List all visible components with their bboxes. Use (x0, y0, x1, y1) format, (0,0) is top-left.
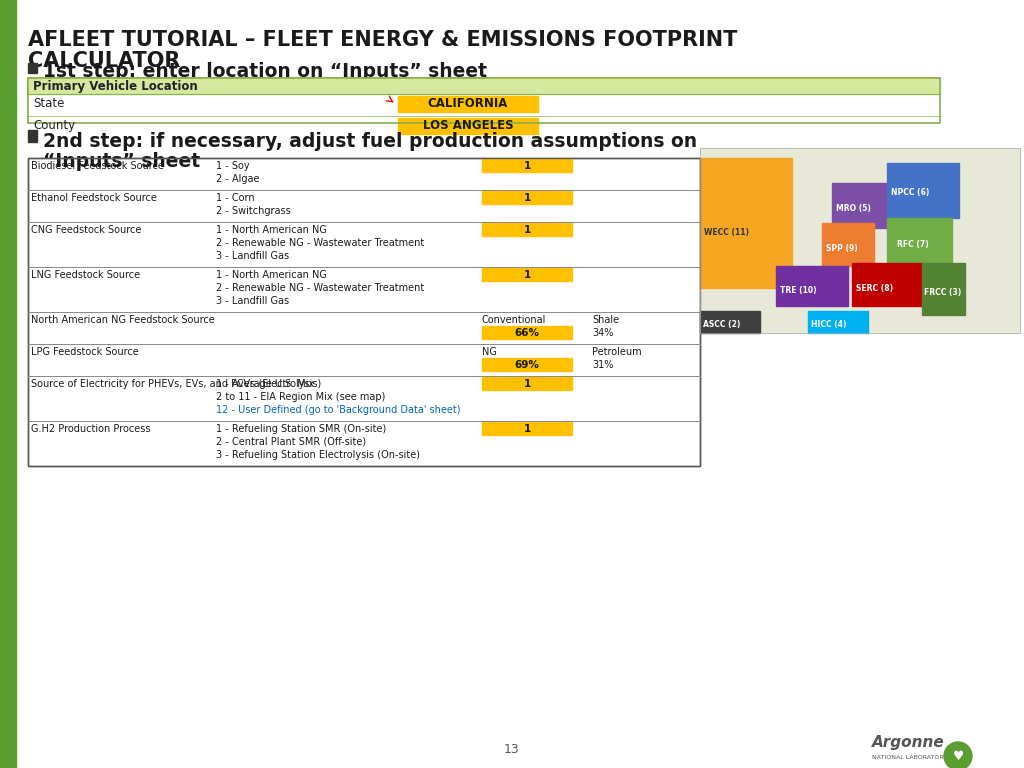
Text: Ethanol Feedstock Source: Ethanol Feedstock Source (31, 193, 157, 203)
Text: 1 - Soy: 1 - Soy (216, 161, 250, 171)
Text: CALIFORNIA: CALIFORNIA (428, 97, 508, 110)
Text: 3 - Refueling Station Electrolysis (On-site): 3 - Refueling Station Electrolysis (On-s… (216, 450, 420, 460)
Text: 2 - Central Plant SMR (Off-site): 2 - Central Plant SMR (Off-site) (216, 437, 367, 447)
Bar (0, 0, 16, 768)
Text: 69%: 69% (515, 360, 540, 370)
Text: “Inputs” sheet: “Inputs” sheet (43, 152, 200, 171)
Bar (887, 218, 952, 263)
Bar (28, 63, 37, 73)
Text: Petroleum: Petroleum (592, 347, 642, 357)
Text: FRCC (3): FRCC (3) (924, 289, 962, 297)
Text: Argonne: Argonne (872, 735, 945, 750)
Text: 12 - User Defined (go to 'Background Data' sheet): 12 - User Defined (go to 'Background Dat… (216, 405, 461, 415)
Text: 1: 1 (523, 424, 530, 434)
Bar (922, 263, 965, 315)
Text: NPCC (6): NPCC (6) (891, 188, 930, 197)
Bar (28, 78, 940, 94)
Bar (28, 78, 940, 123)
Text: 1: 1 (523, 379, 530, 389)
Circle shape (944, 742, 972, 768)
Bar (482, 326, 572, 339)
Text: 2 - Switchgrass: 2 - Switchgrass (216, 206, 291, 216)
Text: RFC (7): RFC (7) (897, 240, 929, 250)
Bar (28, 158, 700, 466)
Text: SPP (9): SPP (9) (826, 243, 858, 253)
Bar (700, 158, 792, 288)
Bar (822, 223, 874, 266)
Bar (831, 183, 887, 228)
Text: CALCULATOR: CALCULATOR (28, 51, 180, 71)
Text: Conventional: Conventional (482, 315, 547, 325)
Text: SERC (8): SERC (8) (856, 283, 893, 293)
Text: NATIONAL LABORATORY: NATIONAL LABORATORY (872, 755, 947, 760)
Bar (808, 311, 868, 333)
Text: 1 - North American NG: 1 - North American NG (216, 225, 327, 235)
Text: 1 - Average U.S. Mix: 1 - Average U.S. Mix (216, 379, 314, 389)
Text: MRO (5): MRO (5) (836, 204, 870, 213)
Text: 1st step: enter location on “Inputs” sheet: 1st step: enter location on “Inputs” she… (43, 62, 487, 81)
Text: WECC (11): WECC (11) (705, 229, 749, 237)
Text: Shale: Shale (592, 315, 620, 325)
Text: 3 - Landfill Gas: 3 - Landfill Gas (216, 296, 289, 306)
Bar (482, 268, 572, 281)
Text: 1: 1 (523, 270, 530, 280)
Text: North American NG Feedstock Source: North American NG Feedstock Source (31, 315, 215, 325)
Text: Biodiesel Feedstock Source: Biodiesel Feedstock Source (31, 161, 164, 171)
Text: Source of Electricity for PHEVs, EVs, and FCVs (Electrolysis): Source of Electricity for PHEVs, EVs, an… (31, 379, 322, 389)
Bar (700, 148, 1020, 333)
Text: 34%: 34% (592, 328, 613, 338)
Text: ♥: ♥ (952, 750, 964, 763)
Bar (700, 148, 1020, 333)
Bar (398, 118, 538, 134)
Text: 66%: 66% (514, 328, 540, 338)
Text: State: State (33, 97, 65, 110)
Bar (482, 422, 572, 435)
Bar (482, 159, 572, 172)
Bar (700, 311, 760, 333)
Text: 3 - Landfill Gas: 3 - Landfill Gas (216, 251, 289, 261)
Bar (482, 358, 572, 371)
Bar (28, 78, 940, 123)
Text: 1 - North American NG: 1 - North American NG (216, 270, 327, 280)
Bar (887, 163, 959, 218)
Text: LOS ANGELES: LOS ANGELES (423, 119, 513, 132)
Bar (28, 158, 700, 466)
Text: 1: 1 (523, 193, 530, 203)
Text: 1: 1 (523, 225, 530, 235)
Bar (482, 377, 572, 390)
Bar (28, 130, 37, 142)
Text: LPG Feedstock Source: LPG Feedstock Source (31, 347, 138, 357)
Bar (482, 223, 572, 236)
Text: CNG Feedstock Source: CNG Feedstock Source (31, 225, 141, 235)
Text: G.H2 Production Process: G.H2 Production Process (31, 424, 151, 434)
Text: 13: 13 (504, 743, 520, 756)
Bar (482, 191, 572, 204)
Text: 2 - Algae: 2 - Algae (216, 174, 259, 184)
Text: TRE (10): TRE (10) (780, 286, 816, 294)
Bar (852, 263, 922, 306)
Text: 1 - Corn: 1 - Corn (216, 193, 255, 203)
Text: Primary Vehicle Location: Primary Vehicle Location (33, 80, 198, 93)
Text: 2 - Renewable NG - Wastewater Treatment: 2 - Renewable NG - Wastewater Treatment (216, 283, 424, 293)
Text: AFLEET TUTORIAL – FLEET ENERGY & EMISSIONS FOOTPRINT: AFLEET TUTORIAL – FLEET ENERGY & EMISSIO… (28, 30, 737, 50)
Text: LNG Feedstock Source: LNG Feedstock Source (31, 270, 140, 280)
Bar (28, 94, 940, 123)
Text: ASCC (2): ASCC (2) (703, 320, 740, 329)
Text: 1 - Refueling Station SMR (On-site): 1 - Refueling Station SMR (On-site) (216, 424, 386, 434)
Bar (398, 96, 538, 112)
Bar (776, 266, 848, 306)
Text: 1: 1 (523, 161, 530, 171)
Text: 2 to 11 - EIA Region Mix (see map): 2 to 11 - EIA Region Mix (see map) (216, 392, 385, 402)
Text: County: County (33, 119, 75, 132)
Text: 2nd step: if necessary, adjust fuel production assumptions on: 2nd step: if necessary, adjust fuel prod… (43, 132, 697, 151)
Text: 31%: 31% (592, 360, 613, 370)
Text: NG: NG (482, 347, 497, 357)
Text: 2 - Renewable NG - Wastewater Treatment: 2 - Renewable NG - Wastewater Treatment (216, 238, 424, 248)
Text: HICC (4): HICC (4) (811, 320, 847, 329)
